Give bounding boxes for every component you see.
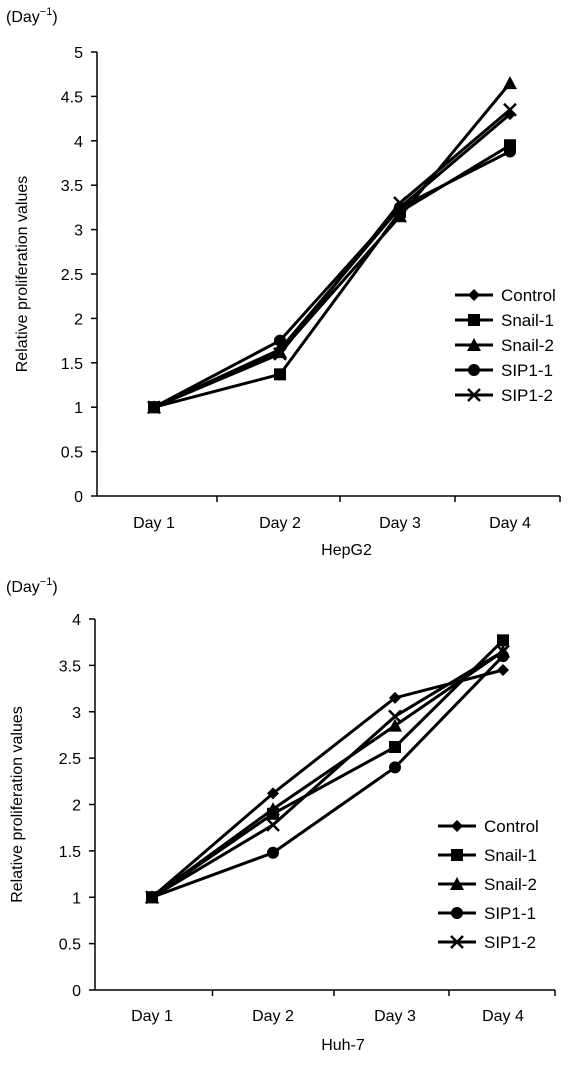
data-point-control xyxy=(267,787,279,800)
y-tick-label: 3.5 xyxy=(61,178,83,195)
legend-marker-triangle xyxy=(450,877,464,890)
legend-label: Snail-2 xyxy=(484,875,537,894)
legend-label: Snail-2 xyxy=(501,336,554,355)
y-tick-label: 5 xyxy=(74,45,83,62)
y-tick-label: 2.5 xyxy=(59,751,81,768)
legend-marker-square xyxy=(468,314,480,326)
data-point-control xyxy=(389,691,401,704)
legend-marker-diamond xyxy=(468,289,480,301)
y-tick-label: 2 xyxy=(74,311,83,328)
x-tick-label: Day 4 xyxy=(489,515,531,532)
y-tick-label: 0 xyxy=(74,489,83,506)
data-point-sip1-2 xyxy=(145,890,159,905)
x-tick-label: Day 3 xyxy=(379,515,421,532)
unit-label-base: (Day xyxy=(6,579,40,596)
series-line-snail-2 xyxy=(153,82,512,409)
y-tick-label: 0 xyxy=(72,983,81,1000)
y-axis-title: Relative proliferation values xyxy=(9,706,26,903)
x-tick-label: Day 1 xyxy=(131,1008,173,1025)
data-point-snail-2 xyxy=(388,718,402,732)
hepg2-chart: (Day−1) 0 0.5 1 1.5 2 2.5 3 3.5 4 4.5 5 Day 1 Day 2 Da… xyxy=(6,6,561,559)
legend-marker-triangle xyxy=(467,338,481,351)
y-tick-label: 4.5 xyxy=(61,89,83,106)
x-tick-label: Day 4 xyxy=(482,1008,524,1025)
data-point-sip1-1 xyxy=(267,846,279,859)
y-tick-label: 4 xyxy=(74,134,83,151)
data-point-sip1-2 xyxy=(496,644,510,659)
data-point-snail-2 xyxy=(503,76,517,90)
series-line-sip1-2 xyxy=(151,650,504,899)
legend-marker-x xyxy=(467,388,481,402)
x-axis-title: HepG2 xyxy=(321,542,372,559)
data-point-snail-2 xyxy=(266,802,280,816)
y-tick-label: 3 xyxy=(72,705,81,722)
unit-label-exponent: −1 xyxy=(40,576,53,588)
legend-label: SIP1-2 xyxy=(484,933,536,952)
y-tick-label: 2.5 xyxy=(61,267,83,284)
legend-marker-circle xyxy=(468,364,480,376)
data-point-snail-1 xyxy=(389,740,401,753)
data-point-snail-1 xyxy=(497,634,509,647)
unit-label-close: ) xyxy=(52,579,57,596)
data-point-snail-2 xyxy=(393,209,407,223)
y-tick-label: 1 xyxy=(72,890,81,907)
huh7-chart: (Day−1) 0 0.5 1 1.5 2 2.5 3 3.5 4 Day 1 Day 2 Day 3 D… xyxy=(6,576,556,1054)
legend-label: Snail-1 xyxy=(501,311,554,330)
legend-marker-circle xyxy=(451,907,463,919)
legend-label: Control xyxy=(501,286,556,305)
x-tick-label: Day 2 xyxy=(252,1008,294,1025)
unit-label-base: (Day xyxy=(6,9,40,26)
x-axis-title: Huh-7 xyxy=(321,1037,365,1054)
series-line-control xyxy=(153,113,511,409)
unit-label: (Day−1) xyxy=(6,576,58,596)
series-line-sip1-1 xyxy=(151,655,505,899)
data-point-sip1-2 xyxy=(266,818,280,832)
y-tick-label: 4 xyxy=(72,612,81,629)
unit-label: (Day−1) xyxy=(6,6,58,26)
data-point-sip1-2 xyxy=(393,196,407,210)
data-point-snail-1 xyxy=(274,368,286,381)
data-point-control xyxy=(497,664,509,677)
unit-label-close: ) xyxy=(52,9,57,26)
y-tick-label: 3.5 xyxy=(59,658,81,675)
data-point-sip1-2 xyxy=(503,102,517,117)
legend-marker-diamond xyxy=(451,820,463,832)
x-tick-label: Day 1 xyxy=(133,515,175,532)
data-point-sip1-1 xyxy=(389,761,401,774)
x-tick-label: Day 3 xyxy=(374,1008,416,1025)
y-tick-label: 3 xyxy=(74,223,83,240)
series-line-snail-1 xyxy=(151,639,505,899)
legend-label: SIP1-2 xyxy=(501,386,553,405)
data-point-sip1-2 xyxy=(273,347,287,361)
series-line-snail-2 xyxy=(151,650,504,899)
legend-label: Control xyxy=(484,817,539,836)
data-point-sip1-1 xyxy=(274,334,286,347)
y-tick-label: 1.5 xyxy=(59,844,81,861)
legend-label: SIP1-1 xyxy=(501,361,553,380)
series-line-sip1-1 xyxy=(153,150,511,409)
data-point-sip1-2 xyxy=(147,400,161,415)
series-line-sip1-2 xyxy=(153,108,511,409)
legend-marker-x xyxy=(450,935,464,949)
y-tick-label: 0.5 xyxy=(61,445,83,462)
y-tick-label: 2 xyxy=(72,798,81,815)
x-tick-label: Day 2 xyxy=(259,515,301,532)
data-point-sip1-1 xyxy=(504,145,516,158)
legend-label: Snail-1 xyxy=(484,846,537,865)
y-axis-title: Relative proliferation values xyxy=(14,176,31,373)
y-tick-label: 0.5 xyxy=(59,937,81,954)
y-tick-label: 1 xyxy=(74,400,83,417)
data-point-sip1-2 xyxy=(388,709,402,724)
legend-label: SIP1-1 xyxy=(484,904,536,923)
unit-label-exponent: −1 xyxy=(40,6,53,18)
y-tick-label: 1.5 xyxy=(61,356,83,373)
series-line-snail-1 xyxy=(153,143,511,409)
legend-marker-square xyxy=(451,849,463,861)
